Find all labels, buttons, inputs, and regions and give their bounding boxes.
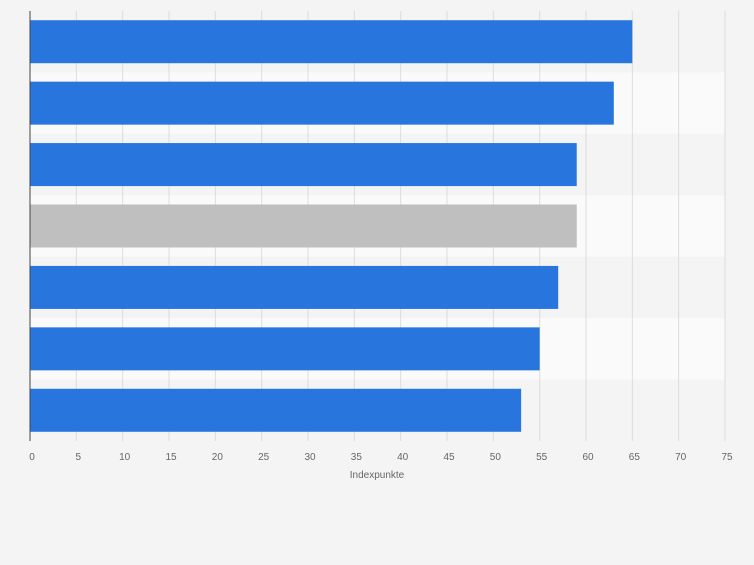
bar[interactable]: [30, 143, 577, 187]
x-tick-label: 65: [629, 452, 641, 463]
x-tick-label: 15: [165, 452, 177, 463]
bar[interactable]: [30, 388, 522, 432]
bar[interactable]: [30, 20, 633, 64]
x-tick-label: 35: [351, 452, 363, 463]
x-tick-label: 75: [721, 452, 733, 463]
x-tick-label: 5: [76, 452, 82, 463]
x-tick-label: 0: [29, 452, 35, 463]
x-tick-label: 40: [397, 452, 409, 463]
x-tick-label: 25: [258, 452, 270, 463]
bar[interactable]: [30, 81, 614, 125]
bar[interactable]: [30, 327, 540, 371]
x-tick-label: 10: [119, 452, 131, 463]
x-tick-label: 55: [536, 452, 548, 463]
x-tick-label: 20: [212, 452, 224, 463]
bars: [30, 20, 633, 432]
x-tick-label: 60: [582, 452, 594, 463]
bar[interactable]: [30, 265, 559, 309]
x-tick-labels: 0 5 10 15 20 25 30 35 40 45 50 55 60 65 70 75: [29, 452, 733, 463]
bar[interactable]: [30, 204, 577, 248]
x-tick-label: 50: [490, 452, 502, 463]
x-tick-label: 30: [304, 452, 316, 463]
x-tick-label: 70: [675, 452, 687, 463]
x-tick-label: 45: [443, 452, 455, 463]
x-axis-title: Indexpunkte: [350, 470, 405, 481]
